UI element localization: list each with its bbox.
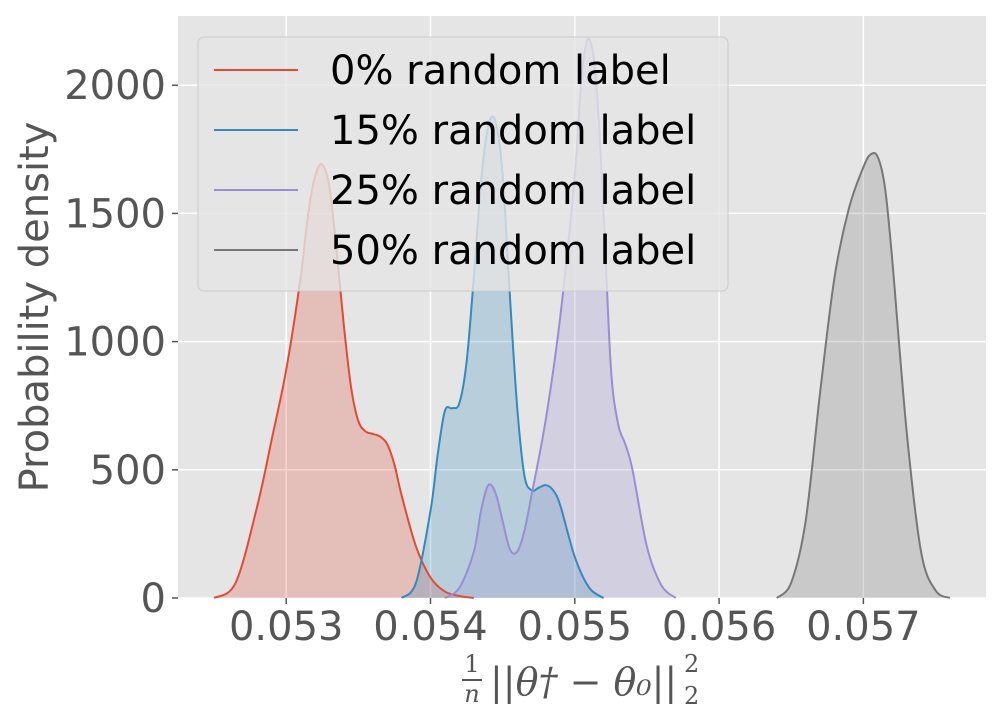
legend: 0% random label 15% random label 25% rando… bbox=[197, 36, 729, 292]
y-tick-label-1: 500 bbox=[90, 448, 166, 494]
x-label-sup: 2 bbox=[684, 650, 699, 678]
legend-label-0: 0% random label bbox=[330, 48, 671, 94]
x-axis-label: 1 n ||θ† − θ₀|| 2 2 bbox=[462, 650, 699, 710]
density-area-series-0 bbox=[214, 164, 474, 598]
density-line-series-0 bbox=[213, 163, 474, 599]
x-tick-label-3: 0.056 bbox=[662, 604, 777, 650]
x-label-sub: 2 bbox=[684, 682, 699, 710]
x-label-frac-den: n bbox=[464, 680, 479, 708]
legend-label-3: 50% random label bbox=[330, 228, 696, 274]
x-tick-label-1: 0.054 bbox=[373, 604, 488, 650]
legend-label-2: 25% random label bbox=[330, 168, 696, 214]
density-line-series-3 bbox=[776, 152, 951, 599]
x-tick-label-2: 0.055 bbox=[518, 604, 633, 650]
legend-box bbox=[197, 36, 729, 292]
x-label-frac-num: 1 bbox=[464, 650, 479, 678]
x-tick-label-4: 0.057 bbox=[806, 604, 921, 650]
y-tick-label-0: 0 bbox=[141, 576, 166, 622]
x-tick-label-0: 0.053 bbox=[229, 604, 344, 650]
axis-ticks: 0.053 0.054 0.055 0.056 0.057 0 500 1000 1500 200… bbox=[64, 63, 920, 650]
y-tick-label-3: 1500 bbox=[64, 191, 166, 237]
density-area-series-1 bbox=[401, 116, 604, 599]
y-axis-label: Probability density bbox=[12, 122, 58, 493]
y-tick-label-4: 2000 bbox=[64, 63, 166, 109]
legend-label-1: 15% random label bbox=[330, 108, 696, 154]
x-label-body: ||θ† − θ₀|| bbox=[490, 660, 677, 704]
density-area-series-3 bbox=[776, 152, 950, 598]
y-tick-label-2: 1000 bbox=[64, 320, 166, 366]
